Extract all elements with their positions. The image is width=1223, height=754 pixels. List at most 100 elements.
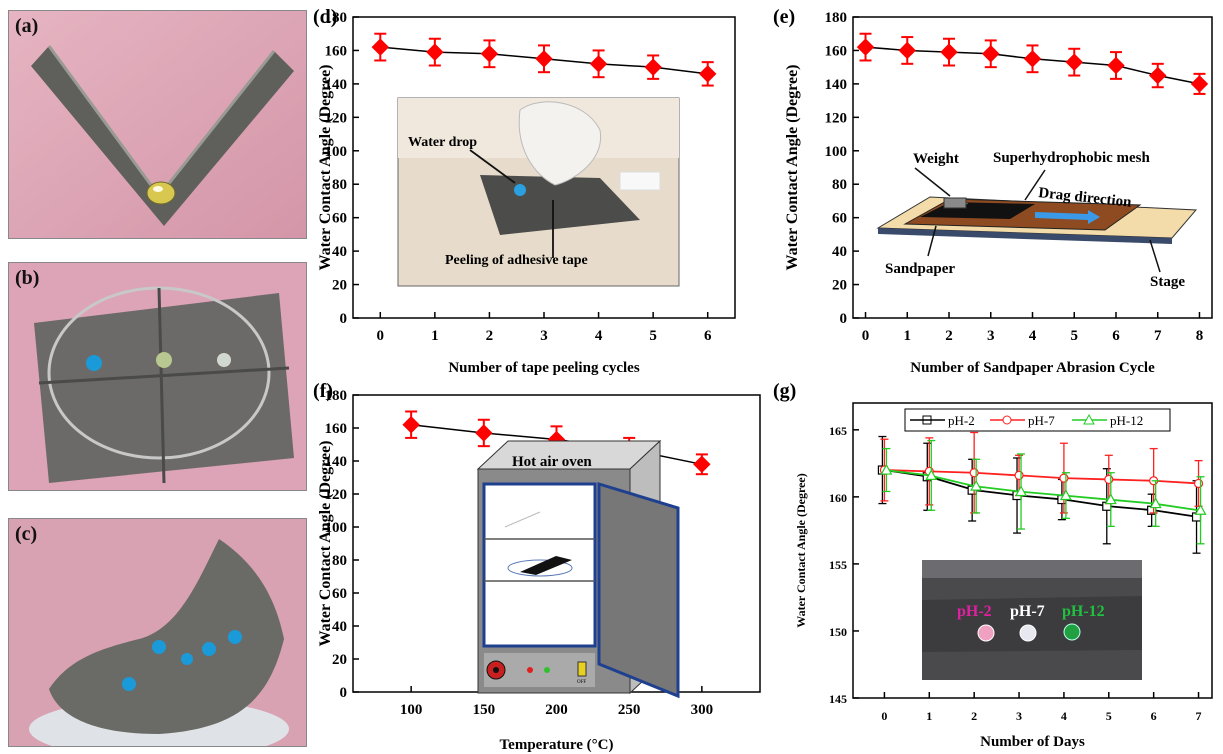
yaxis-label-e: Water Contact Angle (Degree) [784,64,801,270]
xtick-label-f: 300 [691,702,714,718]
panel-label-c: (c) [15,523,38,545]
xtick-label-e: 2 [945,328,953,344]
ytick-label-e: 180 [825,10,848,26]
label-water-drop: Water drop [408,135,477,150]
xaxis-label-e: Number of Sandpaper Abrasion Cycle [910,360,1155,376]
ytick-label-e: 40 [832,244,847,260]
plot-frame-g [852,402,1213,699]
data-point-f [693,455,711,474]
series-line-ph-2 [884,469,1199,518]
ytick-label-d: 40 [332,244,347,260]
data-point-f [402,415,420,434]
xtick-label-e: 1 [904,328,912,344]
panel-label-g: (g) [773,380,796,402]
xtick-label-d: 0 [377,328,385,344]
data-point-ph-7 [1014,470,1024,481]
xtick-label-e: 4 [1029,328,1037,344]
ytick-label-e: 140 [825,77,848,93]
data-point-d [426,43,444,61]
label-stage: Stage [1150,274,1185,290]
label-oven: Hot air oven [512,454,592,470]
data-point-ph-12 [1194,504,1207,515]
ytick-label-d: 0 [340,311,348,327]
ytick-label-d: 100 [325,144,348,160]
ytick-label-e: 20 [832,278,847,294]
photo-curved-mesh-drawing [9,519,306,746]
data-point-ph-12 [925,469,938,481]
xtick-label-g: 0 [881,709,887,723]
xtick-label-e: 0 [862,328,870,344]
xtick-label-g: 6 [1151,709,1157,723]
ytick-label-f: 100 [325,520,348,536]
photo-bent-mesh: (a) [8,10,307,239]
series-line-ph-7 [884,469,1199,485]
label-inset-ph2: pH-2 [957,603,992,620]
xtick-label-d: 2 [486,328,494,344]
photo-petri-mesh: (b) [8,262,307,491]
legend-g: pH-2 pH-7 pH-12 [904,408,1171,432]
inset-hot-air-oven: OFF Hot air oven [476,439,680,699]
ytick-label-d: 180 [325,10,348,26]
panel-label-d: (d) [313,6,337,28]
xtick-label-d: 4 [595,328,603,344]
xtick-label-g: 7 [1196,709,1202,723]
data-point-e [1107,56,1125,75]
data-point-ph-12 [970,479,983,491]
xtick-label-d: 1 [431,328,439,344]
data-point-d [535,50,553,68]
legend-ph2: pH-2 [948,413,975,428]
xtick-label-e: 3 [987,328,995,344]
ytick-label-f: 140 [325,454,348,470]
data-point-ph-12 [1104,493,1117,505]
data-point-e [940,43,958,61]
data-point-ph-12 [880,463,893,475]
data-point-f [475,424,493,442]
ytick-label-f: 0 [340,685,348,701]
data-point-ph-12 [1015,485,1028,497]
xtick-label-g: 3 [1016,709,1022,723]
label-weight: Weight [913,151,959,167]
data-point-ph-7 [1059,473,1069,483]
xtick-label-f: 100 [400,702,423,718]
xtick-label-e: 7 [1154,328,1162,344]
ytick-label-g: 150 [829,625,847,639]
xaxis-label-d: Number of tape peeling cycles [448,360,640,376]
data-point-d [371,38,389,56]
ytick-label-e: 60 [832,211,847,227]
inset-abrasion-diagram: Weight Superhydrophobic mesh Drag direct… [876,150,1198,290]
photo-petri-mesh-drawing [9,263,306,490]
data-point-e [1065,53,1083,71]
xtick-label-e: 6 [1112,328,1120,344]
xaxis-label-f: Temperature (°C) [500,737,614,753]
data-point-d [480,45,499,63]
ytick-label-f: 180 [325,388,348,404]
ytick-label-d: 60 [332,211,347,227]
xtick-label-f: 250 [618,702,641,718]
data-point-e [1190,75,1209,93]
ytick-label-e: 80 [832,177,847,193]
ytick-label-e: 100 [825,144,848,160]
ytick-label-e: 0 [840,311,848,327]
ytick-label-d: 160 [325,43,348,59]
panel-label-f: (f) [313,380,333,402]
inset-tape-peeling: Water drop Peeling of adhesive tape [397,97,680,287]
label-off: OFF [577,680,586,685]
data-point-d [589,55,608,73]
ytick-label-f: 160 [325,421,348,437]
data-point-d [699,65,717,83]
yaxis-label-d: Water Contact Angle (Degree) [317,64,334,270]
ytick-label-g: 155 [829,558,847,572]
ytick-label-d: 140 [325,77,348,93]
xtick-label-g: 4 [1061,709,1067,723]
data-point-e [982,45,1000,63]
data-point-ph-7 [1104,474,1114,485]
data-point-ph-7 [1193,478,1204,489]
series-line-ph-12 [884,469,1199,512]
label-peeling: Peeling of adhesive tape [445,253,588,268]
label-mesh: Superhydrophobic mesh [993,150,1151,166]
xtick-label-e: 5 [1070,328,1078,344]
data-point-e [1023,50,1042,68]
xaxis-label-g: Number of Days [980,734,1085,750]
xtick-label-d: 6 [704,328,712,344]
